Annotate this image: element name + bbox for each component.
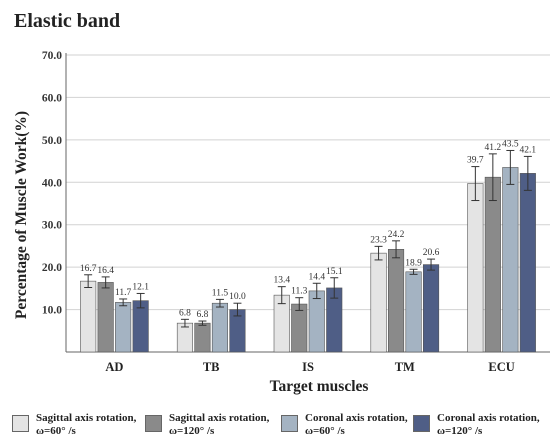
bar (467, 183, 484, 353)
legend-label-sagittal-60-line1: Sagittal axis rotation, (36, 412, 137, 424)
legend-label-coronal-60-line2: ω=60° /s (305, 425, 345, 437)
data-label: 6.8 (197, 310, 209, 320)
x-axis-label: Target muscles (270, 378, 369, 395)
legend: Sagittal axis rotation, ω=60° /s Sagitta… (0, 412, 550, 448)
legend-label-sagittal-60-line2: ω=60° /s (36, 425, 76, 437)
data-labels: 16.7 16.4 11.712.1 6.8 6.8 11.5 10.0 13.411.314… (80, 139, 537, 320)
y-axis-label: Percentage of Muscle Work(%) (13, 111, 30, 319)
data-label: 18.9 (405, 258, 422, 268)
y-tick-label: 50.0 (42, 135, 62, 147)
bar (211, 302, 228, 353)
y-tick-labels: 10.0 20.0 30.0 40.0 50.0 60.0 70.0 (42, 50, 62, 317)
x-tick-label: IS (302, 360, 314, 374)
bar (115, 302, 132, 353)
bar (502, 167, 519, 353)
data-label: 39.7 (467, 156, 484, 166)
data-label: 20.6 (423, 248, 440, 258)
bar (176, 322, 193, 353)
data-label: 10.0 (229, 292, 246, 302)
bar (308, 290, 325, 353)
legend-swatch-coronal-60 (281, 415, 298, 432)
x-tick-label: TM (395, 360, 415, 374)
bar (194, 322, 211, 353)
bar (405, 271, 422, 353)
data-label: 24.2 (388, 230, 405, 240)
y-tick-label: 40.0 (42, 177, 62, 189)
data-label: 16.7 (80, 264, 97, 274)
data-label: 12.1 (132, 282, 149, 292)
grid-lines (66, 54, 550, 311)
bar (387, 249, 405, 353)
x-tick-label: AD (105, 360, 123, 374)
chart-title: Elastic band (14, 10, 120, 32)
y-tick-label: 60.0 (42, 92, 62, 104)
legend-label-sagittal-120-line1: Sagittal axis rotation, (169, 412, 270, 424)
data-label: 41.2 (485, 143, 502, 153)
bar (422, 264, 440, 353)
data-label: 16.4 (97, 266, 114, 276)
data-label: 43.5 (502, 139, 519, 149)
y-tick-label: 10.0 (42, 305, 62, 317)
data-label: 14.4 (308, 272, 325, 282)
data-label: 42.1 (520, 145, 537, 155)
legend-label-coronal-120-line2: ω=120° /s (437, 425, 483, 437)
y-tick-label: 20.0 (42, 262, 62, 274)
x-tick-label: TB (203, 360, 220, 374)
legend-label-coronal-120-line1: Coronal axis rotation, (437, 412, 540, 424)
legend-label-coronal-60-line1: Coronal axis rotation, (305, 412, 408, 424)
bar (80, 280, 97, 353)
bars (80, 167, 536, 353)
x-tick-labels: AD TB IS TM ECU (105, 360, 514, 374)
chart-svg: Elastic band 10.0 20.0 30.0 40.0 50.0 60.0 70.… (13, 10, 550, 395)
data-label: 15.1 (326, 267, 343, 277)
bar (370, 252, 387, 353)
data-label: 11.5 (212, 288, 229, 298)
data-label: 11.7 (115, 288, 132, 298)
legend-swatch-sagittal-120 (145, 415, 162, 432)
legend-swatch-sagittal-60 (12, 415, 29, 432)
bar (291, 303, 308, 353)
data-label: 6.8 (179, 308, 191, 318)
x-tick-label: ECU (488, 360, 514, 374)
data-label: 13.4 (273, 276, 290, 286)
legend-label-sagittal-120-line2: ω=120° /s (169, 425, 215, 437)
bar (519, 173, 536, 353)
y-tick-label: 70.0 (42, 50, 62, 62)
legend-swatch-coronal-120 (413, 415, 430, 432)
data-label: 23.3 (370, 235, 387, 245)
data-label: 11.3 (291, 287, 308, 297)
bar (484, 176, 501, 353)
bar (97, 282, 114, 353)
error-bars (84, 149, 532, 328)
y-tick-label: 30.0 (42, 220, 62, 232)
